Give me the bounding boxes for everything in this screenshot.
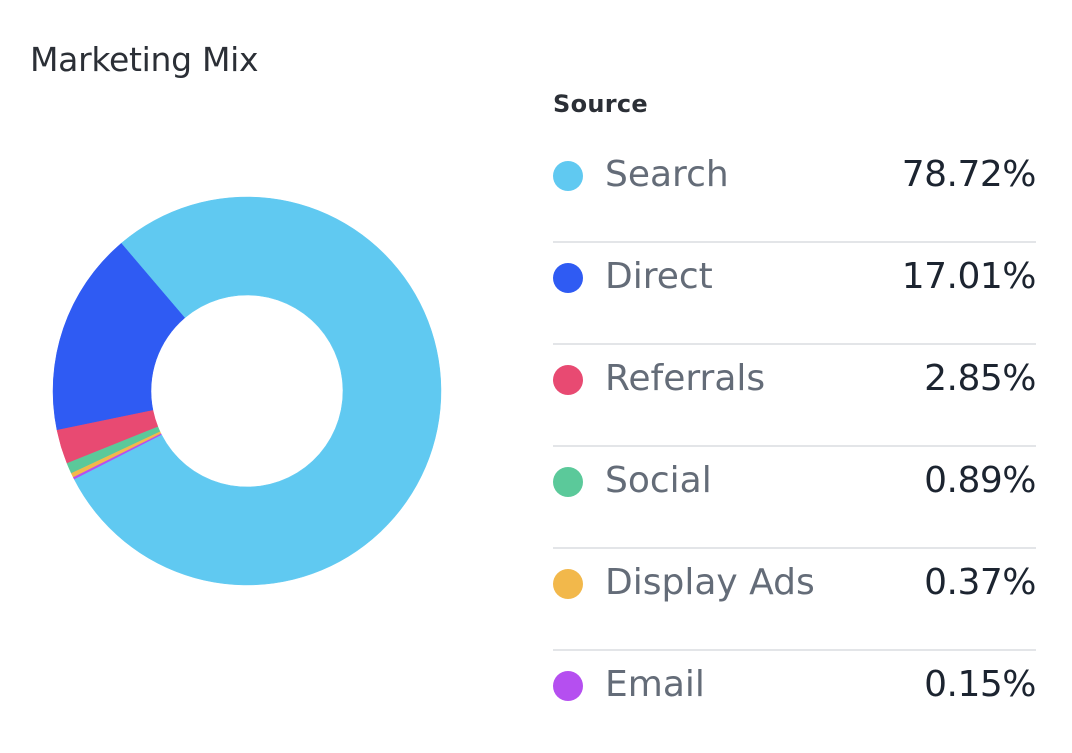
legend-row-search[interactable]: Search 78.72% bbox=[553, 141, 1037, 243]
donut-chart bbox=[52, 196, 442, 586]
donut-slice-email[interactable] bbox=[72, 433, 162, 480]
legend-label: Email bbox=[605, 664, 705, 705]
donut-chart-area bbox=[0, 0, 500, 735]
legend-rows: Search 78.72% Direct 17.01% Referrals 2.… bbox=[553, 141, 1037, 753]
legend-row-display-ads[interactable]: Display Ads 0.37% bbox=[553, 549, 1036, 651]
legend-value: 17.01% bbox=[901, 256, 1037, 297]
legend-row-referrals[interactable]: Referrals 2.85% bbox=[553, 345, 1036, 447]
legend-value: 2.85% bbox=[924, 358, 1036, 399]
legend-row-social[interactable]: Social 0.89% bbox=[553, 447, 1036, 549]
legend-value: 0.15% bbox=[924, 664, 1036, 705]
legend-value: 0.37% bbox=[924, 562, 1036, 603]
legend-dot-display-ads bbox=[553, 569, 583, 599]
legend-dot-social bbox=[553, 467, 583, 497]
legend-label: Social bbox=[605, 460, 712, 501]
donut-slice-search[interactable] bbox=[73, 196, 442, 586]
legend-value: 78.72% bbox=[901, 154, 1037, 195]
legend-dot-direct bbox=[553, 263, 583, 293]
legend-label: Direct bbox=[605, 256, 713, 297]
legend-header: Source bbox=[553, 90, 648, 118]
legend-dot-referrals bbox=[553, 365, 583, 395]
legend-row-email[interactable]: Email 0.15% bbox=[553, 651, 1036, 753]
legend-label: Search bbox=[605, 154, 729, 195]
legend-row-direct[interactable]: Direct 17.01% bbox=[553, 243, 1037, 345]
chart-title: Marketing Mix bbox=[30, 40, 259, 79]
legend-label: Referrals bbox=[605, 358, 766, 399]
legend: Source Search 78.72% Direct 17.01% Refer… bbox=[553, 87, 1037, 753]
donut-slice-direct[interactable] bbox=[52, 242, 186, 431]
legend-dot-search bbox=[553, 161, 583, 191]
legend-label: Display Ads bbox=[605, 562, 815, 603]
legend-dot-email bbox=[553, 671, 583, 701]
legend-value: 0.89% bbox=[924, 460, 1036, 501]
